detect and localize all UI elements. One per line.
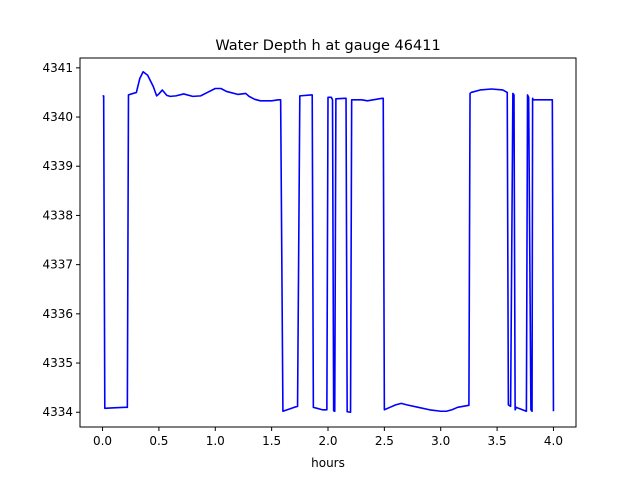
x-tick-label: 3.5 bbox=[488, 434, 507, 448]
y-tick-label: 4335 bbox=[42, 356, 73, 370]
x-tick-label: 0.5 bbox=[149, 434, 168, 448]
x-tick-label: 2.0 bbox=[318, 434, 337, 448]
x-tick-label: 3.0 bbox=[431, 434, 450, 448]
chart-title: Water Depth h at gauge 46411 bbox=[215, 38, 440, 54]
y-tick-label: 4334 bbox=[42, 405, 73, 419]
y-tick-label: 4341 bbox=[42, 61, 73, 75]
x-tick-label: 2.5 bbox=[375, 434, 394, 448]
x-tick-label: 1.5 bbox=[262, 434, 281, 448]
plot-area bbox=[102, 70, 555, 414]
y-tick-label: 4339 bbox=[42, 159, 73, 173]
y-tick-label: 4338 bbox=[42, 208, 73, 222]
axes-frame bbox=[79, 57, 577, 428]
x-axis-label: hours bbox=[311, 456, 345, 470]
x-tick-label: 4.0 bbox=[544, 434, 563, 448]
x-tick-label: 0.0 bbox=[93, 434, 112, 448]
y-axis: 4334 4335 4336 4337 4338 4339 4340 4341 bbox=[42, 61, 80, 419]
series-line-0 bbox=[102, 70, 555, 414]
x-axis: 0.0 0.5 1.0 1.5 2.0 2.5 3.0 3.5 4.0 bbox=[93, 427, 563, 448]
x-tick-label: 1.0 bbox=[206, 434, 225, 448]
y-tick-label: 4340 bbox=[42, 110, 73, 124]
y-tick-label: 4336 bbox=[42, 307, 73, 321]
y-tick-label: 4337 bbox=[42, 258, 73, 272]
